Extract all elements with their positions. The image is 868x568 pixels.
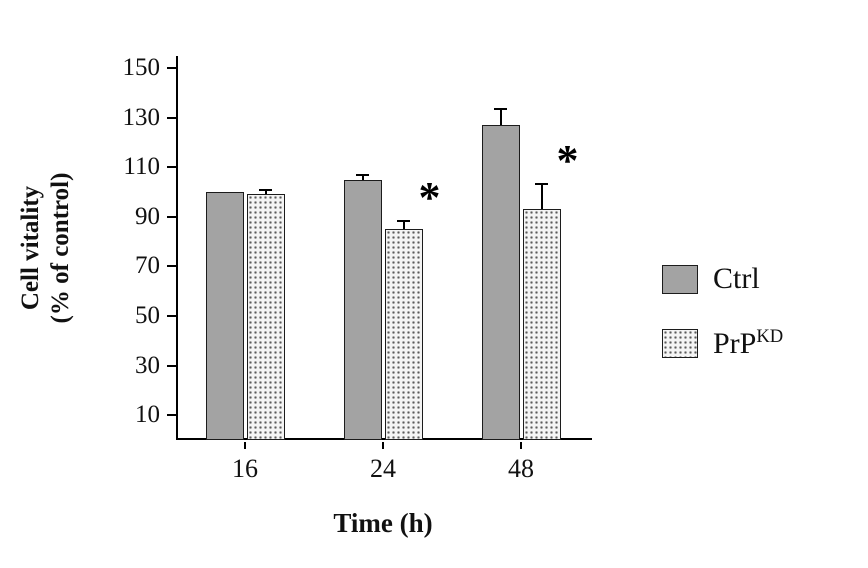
y-tick-label: 30: [135, 351, 160, 379]
bar-ctrl-48: [481, 125, 520, 440]
y-axis-label-line1: Cell vitality: [17, 185, 44, 311]
x-tick-label: 48: [508, 454, 534, 483]
error-bar-stem: [402, 221, 405, 230]
error-bar-cap: [494, 108, 507, 111]
plot-area: 10 30 50 70 90 110 130 150 16 24 48 * *: [123, 55, 590, 484]
y-tick-mark: [167, 116, 176, 119]
y-tick-mark: [167, 265, 176, 268]
bar-prpkd-16: [246, 194, 285, 440]
y-tick-mark: [167, 166, 176, 169]
legend-swatch-ctrl: [662, 264, 698, 294]
significance-marker: *: [418, 172, 441, 222]
bar-prpkd-48: [522, 209, 561, 440]
y-tick-label: 110: [123, 153, 160, 181]
legend-swatch-prpkd: [662, 329, 698, 358]
y-axis-label-line2: (% of control): [47, 172, 74, 324]
legend-item-ctrl: Ctrl: [662, 262, 783, 296]
y-tick-mark: [167, 414, 176, 417]
y-tick-label: 70: [135, 252, 160, 280]
y-tick-mark: [167, 215, 176, 218]
x-axis-label: Time (h): [333, 508, 433, 538]
x-tick-label: 16: [232, 454, 258, 483]
y-axis-line: [176, 56, 178, 440]
bar-ctrl-24: [343, 179, 382, 440]
y-tick-mark: [167, 315, 176, 317]
legend-label-prpkd-sup: KD: [756, 326, 784, 347]
bar-ctrl-16: [205, 192, 244, 440]
legend-label-prpkd: PrPKD: [713, 326, 783, 361]
y-tick-label: 150: [122, 54, 161, 81]
y-tick-label: 10: [135, 401, 160, 429]
legend-item-prpkd: PrPKD: [662, 326, 783, 361]
legend-label-prpkd-base: PrP: [713, 327, 757, 360]
x-tick-mark: [382, 442, 384, 449]
x-tick-label: 24: [370, 454, 396, 483]
error-bar-cap: [535, 182, 548, 185]
error-bar-stem: [361, 175, 364, 180]
error-bar-stem: [499, 110, 502, 126]
error-bar-cap: [259, 188, 272, 191]
x-tick-mark: [244, 442, 246, 449]
significance-marker: *: [556, 135, 579, 185]
y-tick-label: 90: [135, 202, 160, 230]
legend: Ctrl PrPKD: [662, 262, 783, 391]
error-bar-stem: [540, 184, 543, 210]
y-tick-label: 50: [135, 302, 160, 329]
y-tick-mark: [167, 67, 176, 69]
y-tick-label: 130: [122, 103, 161, 131]
error-bar-cap: [356, 173, 369, 176]
bar-prpkd-24: [384, 229, 423, 440]
y-axis-label: Cell vitality (% of control): [16, 98, 76, 398]
legend-label-ctrl: Ctrl: [713, 262, 760, 295]
y-tick-mark: [167, 364, 176, 367]
error-bar-stem: [264, 190, 267, 195]
error-bar-cap: [397, 219, 410, 222]
x-tick-mark: [520, 442, 522, 449]
x-axis-line: [176, 438, 592, 440]
